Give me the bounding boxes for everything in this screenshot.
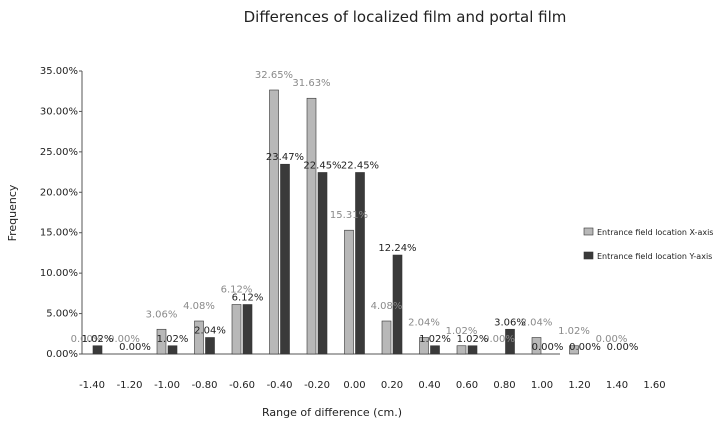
bars	[92, 89, 579, 355]
x-tick-label: 1.20	[568, 380, 590, 391]
x-tick-label: 0.40	[418, 380, 440, 391]
data-label-x-axis: 4.08%	[371, 301, 403, 312]
y-tick-label: 10.00%	[40, 268, 78, 279]
x-tick-label: 0.80	[493, 380, 515, 391]
bar-y-axis	[355, 172, 365, 355]
x-tick-label: -1.00	[154, 380, 180, 391]
data-label-x-axis: 31.63%	[292, 78, 330, 89]
x-tick-label: -1.40	[79, 380, 105, 391]
data-label-y-axis: 1.02%	[419, 334, 451, 345]
data-label-y-axis: 22.45%	[341, 160, 379, 171]
data-label-x-axis: 32.65%	[255, 70, 293, 81]
bar-y-axis	[92, 345, 103, 355]
y-tick-label: 20.00%	[40, 187, 78, 198]
y-tick-label: 25.00%	[40, 147, 78, 158]
bar-x-axis	[156, 328, 167, 355]
bar-y-axis	[317, 172, 328, 355]
legend-label-y: Entrance field location Y-axis	[597, 252, 712, 261]
bar-x-axis	[344, 229, 354, 355]
data-label-x-axis: 15.31%	[330, 210, 368, 221]
data-label-y-axis: 3.06%	[494, 317, 526, 328]
bar-x-axis	[269, 89, 279, 355]
bar-y-axis	[467, 345, 478, 355]
y-tick-labels: 0.00% 5.00% 10.00% 15.00% 20.00% 25.00% 30.00%…	[40, 66, 82, 360]
data-label-y-axis: 6.12%	[232, 293, 264, 304]
bar-y-axis	[430, 345, 440, 355]
data-label-x-axis: 0.00%	[108, 334, 140, 345]
data-label-x-axis: 2.04%	[521, 318, 553, 329]
y-axis: 0.00% 5.00% 10.00% 15.00% 20.00% 25.00% 30.00%…	[40, 66, 83, 360]
x-tick-label: -0.80	[192, 380, 218, 391]
legend: Entrance field location X-axis Entrance …	[583, 227, 713, 261]
x-tick-label: -0.20	[304, 380, 330, 391]
y-axis-label: Frequency	[6, 184, 19, 241]
data-label-y-axis: 0.00%	[607, 342, 639, 353]
bar-x-axis	[531, 337, 542, 355]
x-tick-label: 1.60	[643, 380, 665, 391]
y-tick-label: 5.00%	[46, 309, 78, 320]
legend-swatch-y	[583, 251, 594, 260]
data-label-y-axis: 12.24%	[378, 243, 416, 254]
data-label-y-axis: 1.02%	[157, 334, 189, 345]
data-label-x-axis: 0.00%	[596, 334, 628, 345]
bar-x-axis	[419, 337, 429, 355]
data-label-x-axis: 4.08%	[183, 301, 215, 312]
data-label-y-axis: 0.00%	[569, 342, 601, 353]
bar-y-axis	[505, 328, 515, 355]
y-tick-label: 35.00%	[40, 66, 78, 77]
data-label-x-axis: 0.00%	[71, 334, 103, 345]
bar-x-axis	[569, 345, 579, 355]
bar-y-axis	[167, 345, 178, 355]
chart-title: Differences of localized film and portal…	[244, 8, 567, 26]
data-label-x-axis: 0.00%	[483, 334, 515, 345]
bar-x-axis	[194, 320, 204, 355]
data-labels: 0.00% 0.00%3.06%4.08%6.12%32.65%31.63%15.…	[71, 70, 639, 353]
data-label-y-axis: 2.04%	[194, 326, 226, 337]
bar-x-axis	[306, 97, 317, 355]
bar-y-axis	[280, 163, 290, 355]
bar-y-axis	[392, 254, 403, 355]
data-label-y-axis: 0.00%	[119, 342, 151, 353]
bar-x-axis	[381, 320, 392, 355]
data-label-y-axis: 1.02%	[457, 334, 489, 345]
data-label-x-axis: 2.04%	[408, 318, 440, 329]
x-tick-label: -0.40	[267, 380, 293, 391]
data-label-y-axis: 0.00%	[532, 342, 564, 353]
x-tick-label: -0.60	[229, 380, 255, 391]
legend-swatch-x	[583, 227, 594, 236]
data-label-x-axis: 6.12%	[221, 285, 253, 296]
x-axis: -1.40 -1.20 -1.00 -0.80 -0.60 -0.40 -0.20 0.00 0…	[79, 353, 666, 391]
y-tick-label: 15.00%	[40, 228, 78, 239]
bar-y-axis	[242, 304, 253, 355]
data-label-y-axis: 23.47%	[266, 152, 304, 163]
legend-label-x: Entrance field location X-axis	[597, 228, 713, 237]
x-tick-label: -1.20	[117, 380, 143, 391]
x-tick-label: 0.20	[381, 380, 403, 391]
x-tick-label: 0.60	[456, 380, 478, 391]
x-axis-label: Range of difference (cm.)	[262, 406, 402, 419]
bar-y-axis	[205, 337, 215, 355]
bar-x-axis	[456, 345, 467, 355]
data-label-y-axis: 22.45%	[303, 160, 341, 171]
y-tick-label: 30.00%	[40, 106, 78, 117]
x-tick-labels: -1.40 -1.20 -1.00 -0.80 -0.60 -0.40 -0.20 0.00 0…	[79, 380, 666, 391]
y-tick-label: 0.00%	[46, 349, 78, 360]
data-label-x-axis: 1.02%	[446, 326, 478, 337]
x-tick-label: 0.00	[343, 380, 365, 391]
data-label-y-axis: 1.02%	[82, 334, 114, 345]
x-tick-label: 1.40	[606, 380, 628, 391]
x-tick-label: 1.00	[531, 380, 553, 391]
data-label-x-axis: 3.06%	[146, 309, 178, 320]
data-label-x-axis: 1.02%	[558, 326, 590, 337]
bar-x-axis	[231, 304, 242, 355]
